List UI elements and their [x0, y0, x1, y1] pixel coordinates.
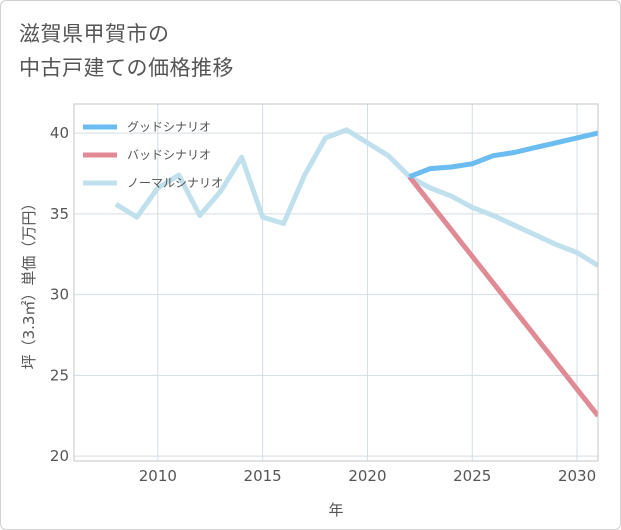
y-tick-label: 25 — [50, 366, 69, 384]
legend-label-2: ノーマルシナリオ — [127, 176, 223, 190]
y-tick-label: 35 — [50, 205, 69, 223]
y-tick-label: 20 — [50, 447, 69, 465]
x-tick-label: 2010 — [139, 467, 177, 485]
chart-title-line1: 滋賀県甲賀市の — [19, 22, 170, 46]
legend-label-1: バッドシナリオ — [127, 148, 211, 162]
x-tick-label: 2025 — [453, 467, 491, 485]
grid — [74, 104, 598, 461]
x-axis-label: 年 — [328, 501, 343, 519]
legend-label-0: グッドシナリオ — [127, 120, 211, 134]
plot-frame — [73, 103, 599, 462]
y-tick-label: 40 — [50, 124, 69, 142]
x-tick-label: 2015 — [244, 467, 282, 485]
series-line-2 — [114, 127, 598, 268]
chart-title: 滋賀県甲賀市の 中古戸建ての価格推移 — [19, 17, 234, 85]
y-axis-label: 坪（3.3㎡）単価（万円） — [20, 196, 38, 370]
series-line-1 — [407, 175, 598, 418]
x-tick-label: 2020 — [348, 467, 386, 485]
series-line-0 — [408, 130, 598, 180]
chart-title-line2: 中古戸建ての価格推移 — [19, 56, 234, 80]
series-layer — [114, 127, 598, 418]
y-tick-label: 30 — [50, 286, 69, 304]
x-tick-label: 2030 — [558, 467, 596, 485]
